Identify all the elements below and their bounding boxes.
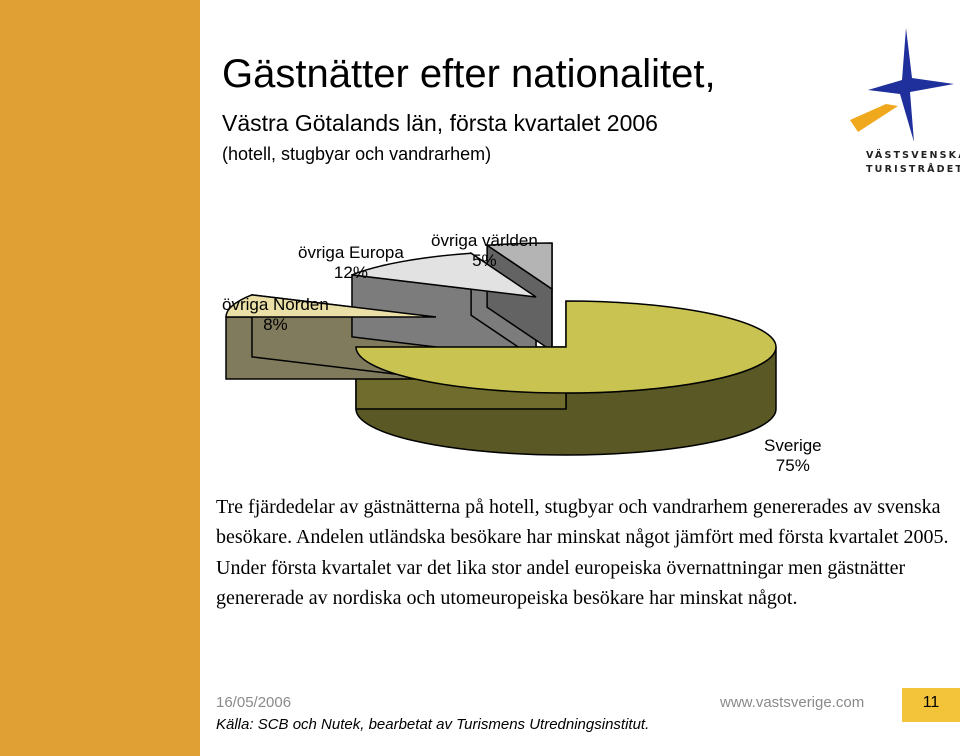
slice-value-ovriga-norden: 8% <box>263 315 288 334</box>
page-number-box <box>902 688 960 722</box>
footer-date: 16/05/2006 <box>216 694 292 711</box>
slice-name-ovriga-varlden: övriga världen <box>431 231 538 250</box>
pie-label-sverige: Sverige 75% <box>764 436 822 476</box>
body-paragraph: Tre fjärdedelar av gästnätterna på hotel… <box>216 496 949 609</box>
vastsvenska-logo <box>850 28 954 142</box>
slice-name-sverige: Sverige <box>764 436 822 455</box>
slice-value-ovriga-varlden: 5% <box>472 251 497 270</box>
footer-url[interactable]: www.vastsverige.com <box>720 694 865 711</box>
source-note: Källa: SCB och Nutek, bearbetat av Turis… <box>216 716 650 733</box>
slide-title: Gästnätter efter nationalitet, <box>222 52 716 96</box>
pie-slice-3 <box>484 242 553 291</box>
slide-subtitle-note: (hotell, stugbyar och vandrarhem) <box>222 144 492 164</box>
slice-name-ovriga-europa: övriga Europa <box>298 243 404 262</box>
slice-name-ovriga-norden: övriga Norden <box>222 295 329 314</box>
pie-slice-1 <box>225 294 437 318</box>
pie-tops <box>225 242 777 394</box>
left-accent-bar <box>0 0 200 756</box>
logo-text-line2: TURISTRÅDET <box>866 164 960 175</box>
pie-label-ovriga-europa: övriga Europa 12% <box>298 243 404 283</box>
slide-subtitle: Västra Götalands län, första kvartalet 2… <box>222 110 658 136</box>
page-number: 11 <box>922 694 940 711</box>
star-icon <box>850 28 954 142</box>
pie-label-ovriga-varlden: övriga världen 5% <box>431 231 538 271</box>
pie-slice-2 <box>351 252 537 298</box>
logo-text-line1: VÄSTSVENSKA <box>866 150 960 161</box>
slice-value-sverige: 75% <box>775 456 810 475</box>
pie-label-ovriga-norden: övriga Norden 8% <box>222 295 329 335</box>
pie-chart <box>225 242 777 456</box>
pie-slice-0 <box>355 300 777 394</box>
slice-value-ovriga-europa: 12% <box>333 263 368 282</box>
